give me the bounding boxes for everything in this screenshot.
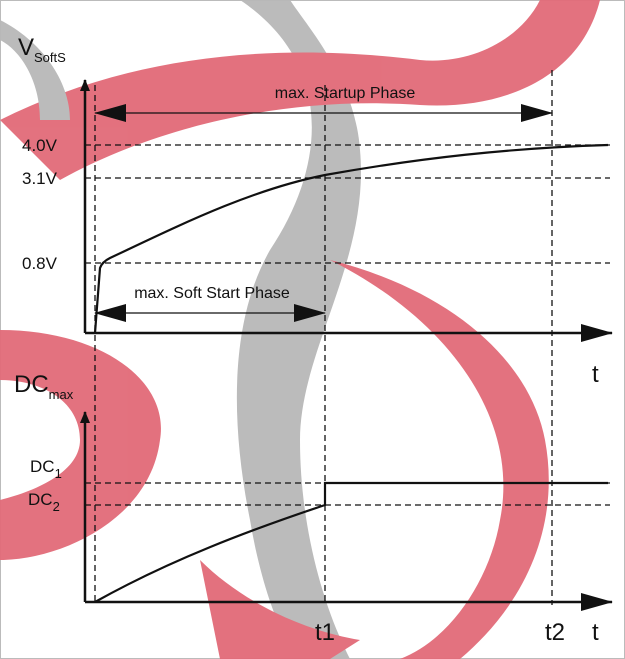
level-label: 0.8V bbox=[22, 254, 58, 273]
y-label-sub: max bbox=[49, 387, 74, 402]
level-label: 3.1V bbox=[22, 169, 58, 188]
soft-start-curve bbox=[93, 143, 609, 334]
level-sub: 2 bbox=[53, 499, 60, 514]
dc-curve bbox=[94, 481, 608, 603]
level-label: DC2 bbox=[28, 490, 60, 514]
annotation: max. Startup Phase bbox=[275, 85, 416, 102]
x-label: t bbox=[592, 361, 599, 388]
y-label-main: DC bbox=[14, 371, 49, 398]
watermark bbox=[0, 0, 600, 659]
level-main: DC bbox=[30, 457, 55, 476]
level-sub: 1 bbox=[55, 466, 62, 481]
time-label: t2 bbox=[545, 619, 565, 646]
level-label: 4.0V bbox=[22, 136, 58, 155]
time-label: t1 bbox=[315, 619, 335, 646]
y-label-main: V bbox=[18, 34, 34, 61]
y-label: VSoftS bbox=[18, 34, 66, 65]
x-label: t bbox=[592, 619, 599, 646]
annotation: max. Soft Start Phase bbox=[134, 285, 290, 302]
level-main: DC bbox=[28, 490, 53, 509]
y-label-sub: SoftS bbox=[34, 50, 66, 65]
y-label: DCmax bbox=[14, 371, 74, 402]
level-label: DC1 bbox=[30, 457, 62, 481]
